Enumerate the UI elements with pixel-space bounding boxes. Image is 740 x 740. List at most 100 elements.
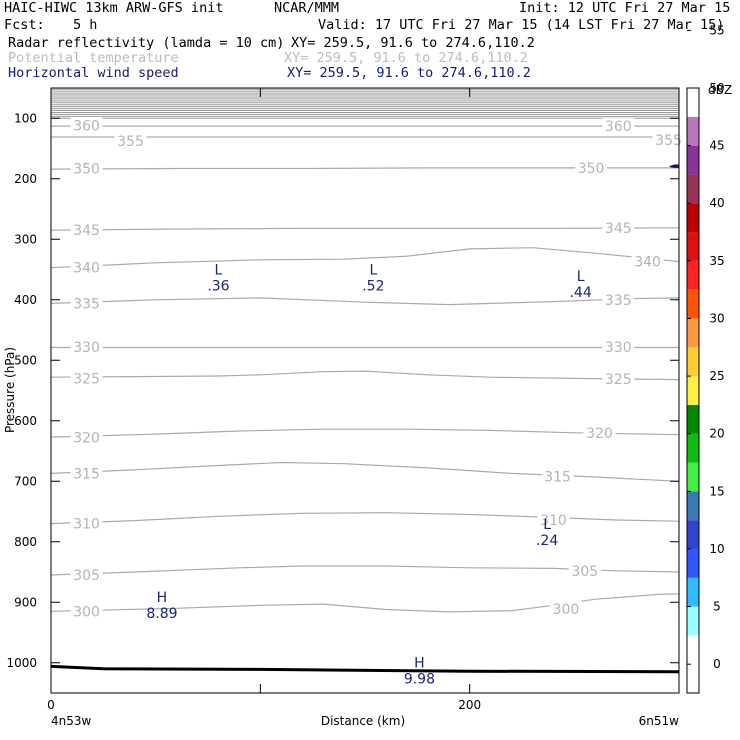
colorbar-label: 35: [709, 254, 724, 268]
theta-contour-labels: 360 355 350 345 340 335 330 325 320 315 310 305 300 3…: [70, 117, 685, 620]
theta-label: 320: [586, 426, 613, 442]
theta-label-bg: [70, 465, 103, 481]
theta-label: 360: [73, 119, 100, 135]
org-label: NCAR/MMM: [274, 0, 340, 16]
colorbar-swatch: [687, 232, 699, 261]
extremum-value: .44: [569, 285, 591, 301]
colorbar-swatch: [687, 260, 699, 290]
colorbar-swatch: [687, 548, 699, 578]
theta-label-bg: [70, 259, 103, 275]
y-tick-label: 700: [14, 474, 37, 488]
colorbar-swatch: [687, 318, 699, 348]
field-xy-reflectivity: XY= 259.5, 91.6 to 274.6,110.2: [291, 35, 535, 51]
colorbar-label: 20: [709, 427, 724, 441]
theta-label: 355: [655, 133, 682, 149]
theta-label: 305: [73, 568, 100, 584]
y-tick-label: 400: [14, 293, 37, 307]
colorbar-swatch: [687, 635, 699, 665]
theta-label-bg: [70, 370, 103, 386]
valid-time: Valid: 17 UTC Fri 27 Mar 15 (14 LST Fri …: [318, 17, 725, 33]
theta-label-bg: [70, 117, 103, 133]
colorbar-label: 55: [709, 23, 724, 37]
high-marker: H: [414, 655, 425, 671]
colorbar-swatch: [687, 520, 699, 549]
theta-contour-320: [50, 428, 680, 438]
low-marker: L: [215, 263, 223, 279]
x-axis-label: Distance (km): [321, 714, 405, 728]
colorbar: 051015202530354045505560657075: [686, 23, 725, 694]
theta-label: 300: [73, 604, 100, 620]
colorbar-label: 0: [713, 657, 721, 671]
theta-label-bg: [70, 222, 103, 238]
theta-label-bg: [602, 371, 635, 387]
extremum-value: .24: [536, 533, 558, 549]
theta-label-bg: [70, 338, 103, 354]
model-title: HAIC-HIWC 13km ARW-GFS init: [4, 0, 224, 16]
left-endpoint-label: 4n53w: [51, 714, 92, 728]
theta-label-bg: [541, 468, 574, 484]
theta-label-bg: [583, 424, 616, 440]
x-tick-label: 200: [458, 698, 481, 712]
theta-label-bg: [549, 600, 582, 616]
y-tick-label: 500: [14, 353, 37, 367]
colorbar-label: 10: [709, 542, 724, 556]
wind-speed-feature: [669, 164, 679, 168]
colorbar-swatch: [687, 664, 699, 693]
theta-label: 310: [73, 517, 100, 533]
theta-contour-350: [50, 167, 679, 170]
theta-label: 305: [571, 564, 598, 580]
forecast-hours: 5 h: [73, 17, 98, 33]
upper-contour-band: [51, 88, 679, 119]
theta-label-bg: [70, 429, 103, 445]
theta-label-bg: [602, 338, 635, 354]
colorbar-swatch: [687, 145, 699, 175]
high-marker: H: [157, 590, 168, 606]
y-tick-label: 1000: [6, 656, 37, 670]
colorbar-swatch: [687, 116, 699, 146]
low-marker: L: [543, 517, 551, 533]
forecast-label: Fcst:: [4, 17, 45, 33]
x-axis: 0 200: [47, 88, 680, 712]
theta-label: 340: [634, 255, 661, 271]
colorbar-label: 15: [709, 484, 724, 498]
colorbar-swatch: [687, 606, 699, 636]
theta-label: 350: [578, 161, 605, 177]
colorbar-swatch: [687, 88, 699, 117]
y-axis: 100 200 300 400 500 600 700 800 900 1000: [6, 111, 679, 670]
init-time: Init: 12 UTC Fri 27 Mar 15: [519, 0, 731, 16]
theta-label-bg: [70, 160, 103, 176]
theta-label: 335: [73, 296, 100, 312]
theta-label-bg: [568, 562, 601, 578]
field-xy-theta: XY= 259.5, 91.6 to 274.6,110.2: [284, 50, 528, 66]
colorbar-swatch: [687, 203, 699, 233]
theta-label-bg: [602, 291, 635, 307]
colorbar-label: 5: [713, 600, 721, 614]
theta-label: 330: [605, 340, 632, 356]
theta-label: 360: [605, 119, 632, 135]
theta-label-bg: [70, 603, 103, 619]
y-tick-label: 600: [14, 414, 37, 428]
colorbar-label: 45: [709, 139, 724, 153]
colorbar-swatch: [687, 347, 699, 377]
theta-label-bg: [70, 567, 103, 583]
theta-label: 320: [73, 431, 100, 447]
field-xy-wind: XY= 259.5, 91.6 to 274.6,110.2: [287, 65, 531, 81]
theta-label: 300: [553, 602, 580, 618]
theta-label: 325: [73, 371, 100, 387]
y-tick-label: 800: [14, 535, 37, 549]
low-marker: L: [369, 263, 377, 279]
theta-contour-310: [50, 512, 680, 525]
colorbar-swatch: [687, 462, 699, 492]
extremum-value: .52: [362, 279, 384, 295]
plot-frame: [50, 87, 680, 694]
theta-label: 340: [73, 261, 100, 277]
colorbar-swatch: [687, 577, 699, 607]
theta-label: 315: [73, 466, 100, 482]
colorbar-border: [686, 87, 700, 694]
theta-contour-315: [50, 461, 680, 482]
plot-border: [50, 87, 680, 694]
theta-label-bg: [652, 132, 685, 148]
colorbar-swatch: [687, 433, 699, 463]
